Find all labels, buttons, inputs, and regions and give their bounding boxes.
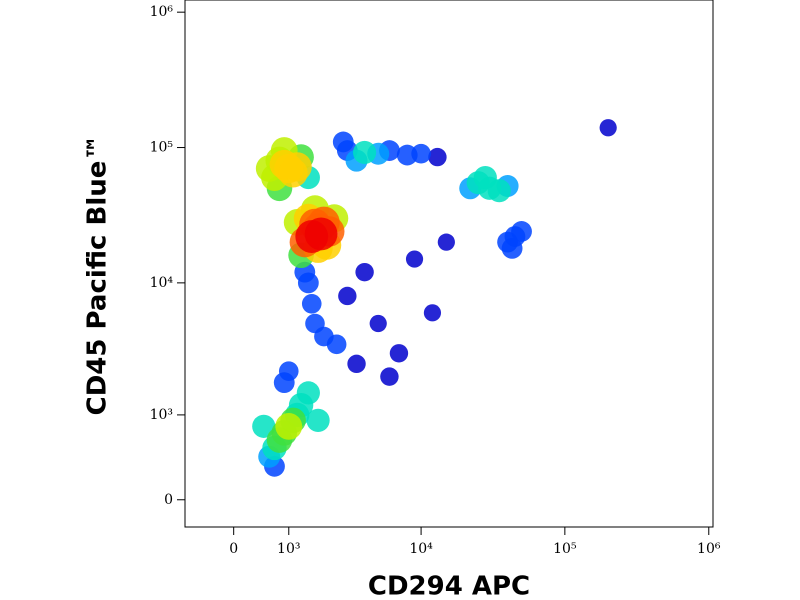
x-tick-label: 0 <box>229 541 238 557</box>
data-point <box>396 144 418 166</box>
y-tick-label: 10³ <box>150 407 173 423</box>
data-point <box>353 140 377 165</box>
data-point <box>369 314 387 333</box>
data-point <box>332 131 354 153</box>
plot-area <box>252 119 617 477</box>
data-point <box>273 372 295 394</box>
data-point <box>295 220 329 253</box>
y-tick-label: 0 <box>164 492 173 508</box>
data-point <box>338 286 357 306</box>
data-point <box>306 408 330 432</box>
data-point <box>437 233 455 251</box>
data-point <box>275 412 303 440</box>
x-tick-label: 10⁶ <box>697 541 721 557</box>
data-point <box>511 221 532 242</box>
data-point <box>423 304 442 322</box>
x-axis-title: CD294 APC <box>368 572 530 600</box>
x-tick-label: 10⁵ <box>553 541 577 557</box>
y-axis-title: CD45 Pacific Blue™ <box>83 135 113 416</box>
data-point <box>347 354 366 374</box>
data-point <box>428 147 447 167</box>
data-point <box>380 367 399 386</box>
y-tick-label: 10⁵ <box>150 140 174 156</box>
data-point <box>301 293 322 314</box>
y-tick-label: 10⁴ <box>150 275 174 291</box>
x-tick-label: 10⁴ <box>409 541 433 557</box>
data-point <box>326 334 347 355</box>
data-point <box>389 344 409 363</box>
plot-frame <box>184 0 714 528</box>
data-point <box>501 237 523 259</box>
data-point <box>282 152 312 182</box>
data-point <box>599 119 617 137</box>
data-point <box>405 250 424 268</box>
data-point <box>355 262 374 282</box>
data-point <box>473 165 497 190</box>
x-tick-label: 10³ <box>277 541 300 557</box>
y-tick-label: 10⁶ <box>150 4 174 20</box>
